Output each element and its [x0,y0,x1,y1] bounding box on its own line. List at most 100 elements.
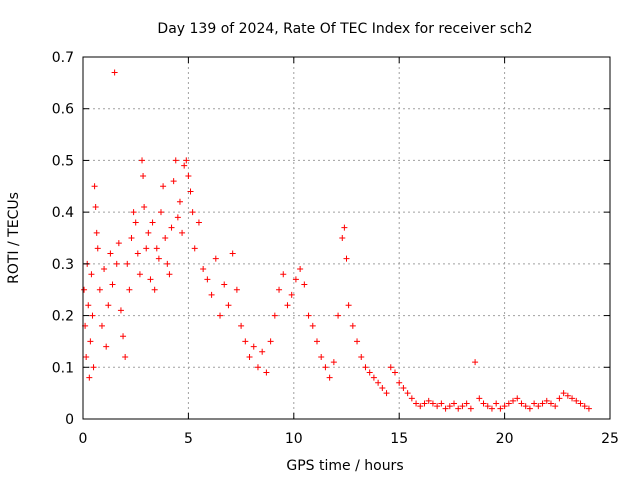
data-point [179,229,186,236]
data-point [174,214,181,221]
data-point [103,343,110,350]
data-point [250,343,257,350]
data-point [204,276,211,283]
data-point [505,400,512,407]
data-point [292,276,299,283]
data-point [497,405,504,412]
data-point [140,172,147,179]
data-point [442,405,449,412]
data-point [322,364,329,371]
data-point [136,271,143,278]
data-point [326,374,333,381]
data-point [560,390,567,397]
data-point [288,291,295,298]
data-point [263,369,270,376]
data-point [301,281,308,288]
data-point [160,183,167,190]
data-point [463,400,470,407]
data-point [476,395,483,402]
data-point [451,400,458,407]
data-point [417,403,424,410]
y-tick-label: 0.1 [52,360,74,376]
data-point [191,245,198,252]
data-point [446,403,453,410]
data-point [526,405,533,412]
data-point [391,369,398,376]
data-point [117,307,124,314]
data-point [564,392,571,399]
data-point [155,255,162,262]
data-point [438,400,445,407]
data-point [330,359,337,366]
data-point [113,260,120,267]
data-point [335,312,342,319]
data-point [88,271,95,278]
data-point [573,397,580,404]
data-point [147,276,154,283]
data-point [143,245,150,252]
data-point [569,395,576,402]
data-point [400,384,407,391]
data-point [358,353,365,360]
data-point [375,379,382,386]
data-point [484,403,491,410]
data-point [149,219,156,226]
data-point [105,302,112,309]
data-point [343,255,350,262]
data-point [510,397,517,404]
data-point [92,203,99,210]
y-tick-label: 0 [65,412,74,428]
data-point [425,397,432,404]
data-point [408,395,415,402]
y-tick-label: 0.7 [52,50,74,66]
data-point [183,157,190,164]
data-point [162,235,169,241]
data-point [86,374,93,381]
data-point [83,353,90,360]
data-point [87,338,94,345]
data-point [354,338,361,345]
data-point [271,312,278,319]
data-point [91,183,98,190]
data-point [404,390,411,397]
data-point [434,403,441,410]
data-point [128,235,135,241]
y-tick-label: 0.2 [52,309,74,325]
data-point [187,188,194,195]
data-point [421,400,428,407]
data-point [81,286,88,293]
data-point [172,157,179,164]
chart-title: Day 139 of 2024, Rate Of TEC Index for r… [157,21,532,37]
data-point [413,400,420,407]
plot-frame [82,56,611,420]
data-point [366,369,373,376]
data-point [157,209,164,216]
data-point [176,198,183,205]
data-point [284,302,291,309]
data-point [107,250,114,257]
data-point [126,286,133,293]
x-tick-label: 5 [184,431,193,447]
data-point [151,286,158,293]
data-point [233,286,240,293]
data-point [124,260,131,267]
data-point [280,271,287,278]
data-point [94,245,101,252]
data-point [242,338,249,345]
x-tick-label: 15 [390,431,408,447]
data-point [379,384,386,391]
data-point [514,395,521,402]
data-point [339,235,346,241]
data-point [585,405,592,412]
data-point [132,219,139,226]
data-point [539,400,546,407]
data-point [98,322,105,329]
data-point [518,400,525,407]
data-point [170,178,177,185]
data-point [208,291,215,298]
y-tick-label: 0.6 [52,102,74,118]
data-point [141,203,148,210]
data-point [581,403,588,410]
data-point [238,322,245,329]
data-point [313,338,320,345]
